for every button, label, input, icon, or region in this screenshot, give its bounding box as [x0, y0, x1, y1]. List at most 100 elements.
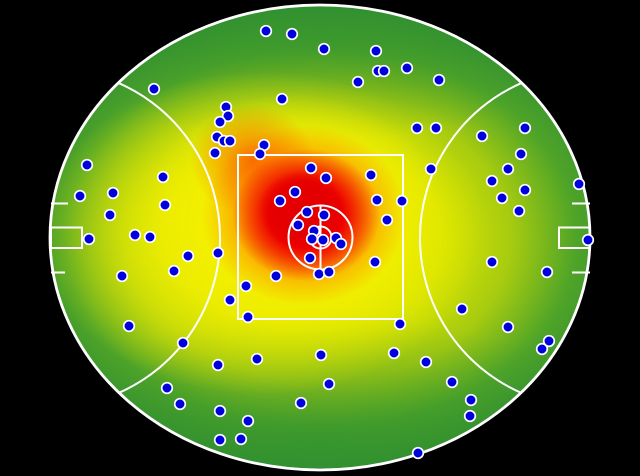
data-point[interactable]: [259, 24, 273, 38]
data-point[interactable]: [181, 249, 195, 263]
data-point[interactable]: [156, 170, 170, 184]
data-point[interactable]: [167, 264, 181, 278]
data-point[interactable]: [463, 409, 477, 423]
data-point[interactable]: [393, 317, 407, 331]
data-point[interactable]: [303, 251, 317, 265]
data-point[interactable]: [223, 293, 237, 307]
data-point[interactable]: [304, 161, 318, 175]
data-point[interactable]: [241, 414, 255, 428]
left-goal-square-line: [50, 226, 83, 249]
data-point[interactable]: [485, 174, 499, 188]
data-point[interactable]: [305, 232, 319, 246]
data-point[interactable]: [82, 232, 96, 246]
data-point[interactable]: [455, 302, 469, 316]
data-point[interactable]: [501, 320, 515, 334]
data-point[interactable]: [312, 267, 326, 281]
data-point[interactable]: [294, 396, 308, 410]
scatter-points: [73, 24, 595, 460]
data-point[interactable]: [250, 352, 264, 366]
data-point[interactable]: [322, 377, 336, 391]
data-point[interactable]: [115, 269, 129, 283]
data-point[interactable]: [275, 92, 289, 106]
behind-post-ticks: [51, 202, 590, 274]
data-point[interactable]: [291, 218, 305, 232]
data-point[interactable]: [514, 147, 528, 161]
data-point[interactable]: [518, 183, 532, 197]
data-point[interactable]: [158, 198, 172, 212]
data-point[interactable]: [314, 348, 328, 362]
heat-layer-green-bottom-wash: [50, 315, 590, 470]
data-point[interactable]: [387, 346, 401, 360]
data-point[interactable]: [106, 186, 120, 200]
data-point[interactable]: [213, 404, 227, 418]
data-point[interactable]: [364, 168, 378, 182]
data-point[interactable]: [73, 189, 87, 203]
data-point[interactable]: [234, 432, 248, 446]
data-point[interactable]: [211, 246, 225, 260]
data-point[interactable]: [103, 208, 117, 222]
data-point[interactable]: [572, 177, 586, 191]
data-point[interactable]: [464, 393, 478, 407]
data-point[interactable]: [351, 75, 365, 89]
data-point[interactable]: [395, 194, 409, 208]
data-point[interactable]: [253, 147, 267, 161]
data-point[interactable]: [288, 185, 302, 199]
centre-square-line: [237, 154, 404, 320]
data-point[interactable]: [211, 358, 225, 372]
data-point[interactable]: [273, 194, 287, 208]
data-point[interactable]: [495, 191, 509, 205]
data-point[interactable]: [213, 115, 227, 129]
data-point[interactable]: [269, 269, 283, 283]
data-point[interactable]: [334, 237, 348, 251]
data-point[interactable]: [429, 121, 443, 135]
data-point[interactable]: [239, 279, 253, 293]
data-point[interactable]: [535, 342, 549, 356]
data-point[interactable]: [369, 44, 383, 58]
data-point[interactable]: [213, 433, 227, 447]
data-point[interactable]: [370, 193, 384, 207]
data-point[interactable]: [322, 265, 336, 279]
data-point[interactable]: [176, 336, 190, 350]
data-point[interactable]: [411, 446, 425, 460]
data-point[interactable]: [147, 82, 161, 96]
data-point[interactable]: [368, 255, 382, 269]
data-point[interactable]: [317, 42, 331, 56]
data-point[interactable]: [143, 230, 157, 244]
data-point[interactable]: [160, 381, 174, 395]
data-point[interactable]: [485, 255, 499, 269]
left-50m-arc-line: [118, 82, 221, 394]
data-point[interactable]: [445, 375, 459, 389]
data-point[interactable]: [380, 213, 394, 227]
data-point[interactable]: [377, 64, 391, 78]
data-point[interactable]: [540, 265, 554, 279]
data-point[interactable]: [419, 355, 433, 369]
data-point[interactable]: [122, 319, 136, 333]
data-point[interactable]: [300, 205, 314, 219]
data-point[interactable]: [400, 61, 414, 75]
data-point[interactable]: [223, 134, 237, 148]
data-point[interactable]: [581, 233, 595, 247]
data-point[interactable]: [241, 310, 255, 324]
data-point[interactable]: [424, 162, 438, 176]
data-point[interactable]: [501, 162, 515, 176]
data-point[interactable]: [542, 334, 556, 348]
data-point[interactable]: [316, 233, 330, 247]
heatmap-layers: [50, 5, 590, 470]
data-point[interactable]: [518, 121, 532, 135]
data-point[interactable]: [512, 204, 526, 218]
data-point[interactable]: [285, 27, 299, 41]
data-point[interactable]: [410, 121, 424, 135]
data-point[interactable]: [221, 109, 235, 123]
data-point[interactable]: [432, 73, 446, 87]
data-point[interactable]: [319, 171, 333, 185]
data-point[interactable]: [128, 228, 142, 242]
data-point[interactable]: [173, 397, 187, 411]
data-point[interactable]: [475, 129, 489, 143]
data-point[interactable]: [80, 158, 94, 172]
data-point[interactable]: [208, 146, 222, 160]
right-50m-arc-line: [419, 82, 522, 394]
data-point[interactable]: [317, 208, 331, 222]
